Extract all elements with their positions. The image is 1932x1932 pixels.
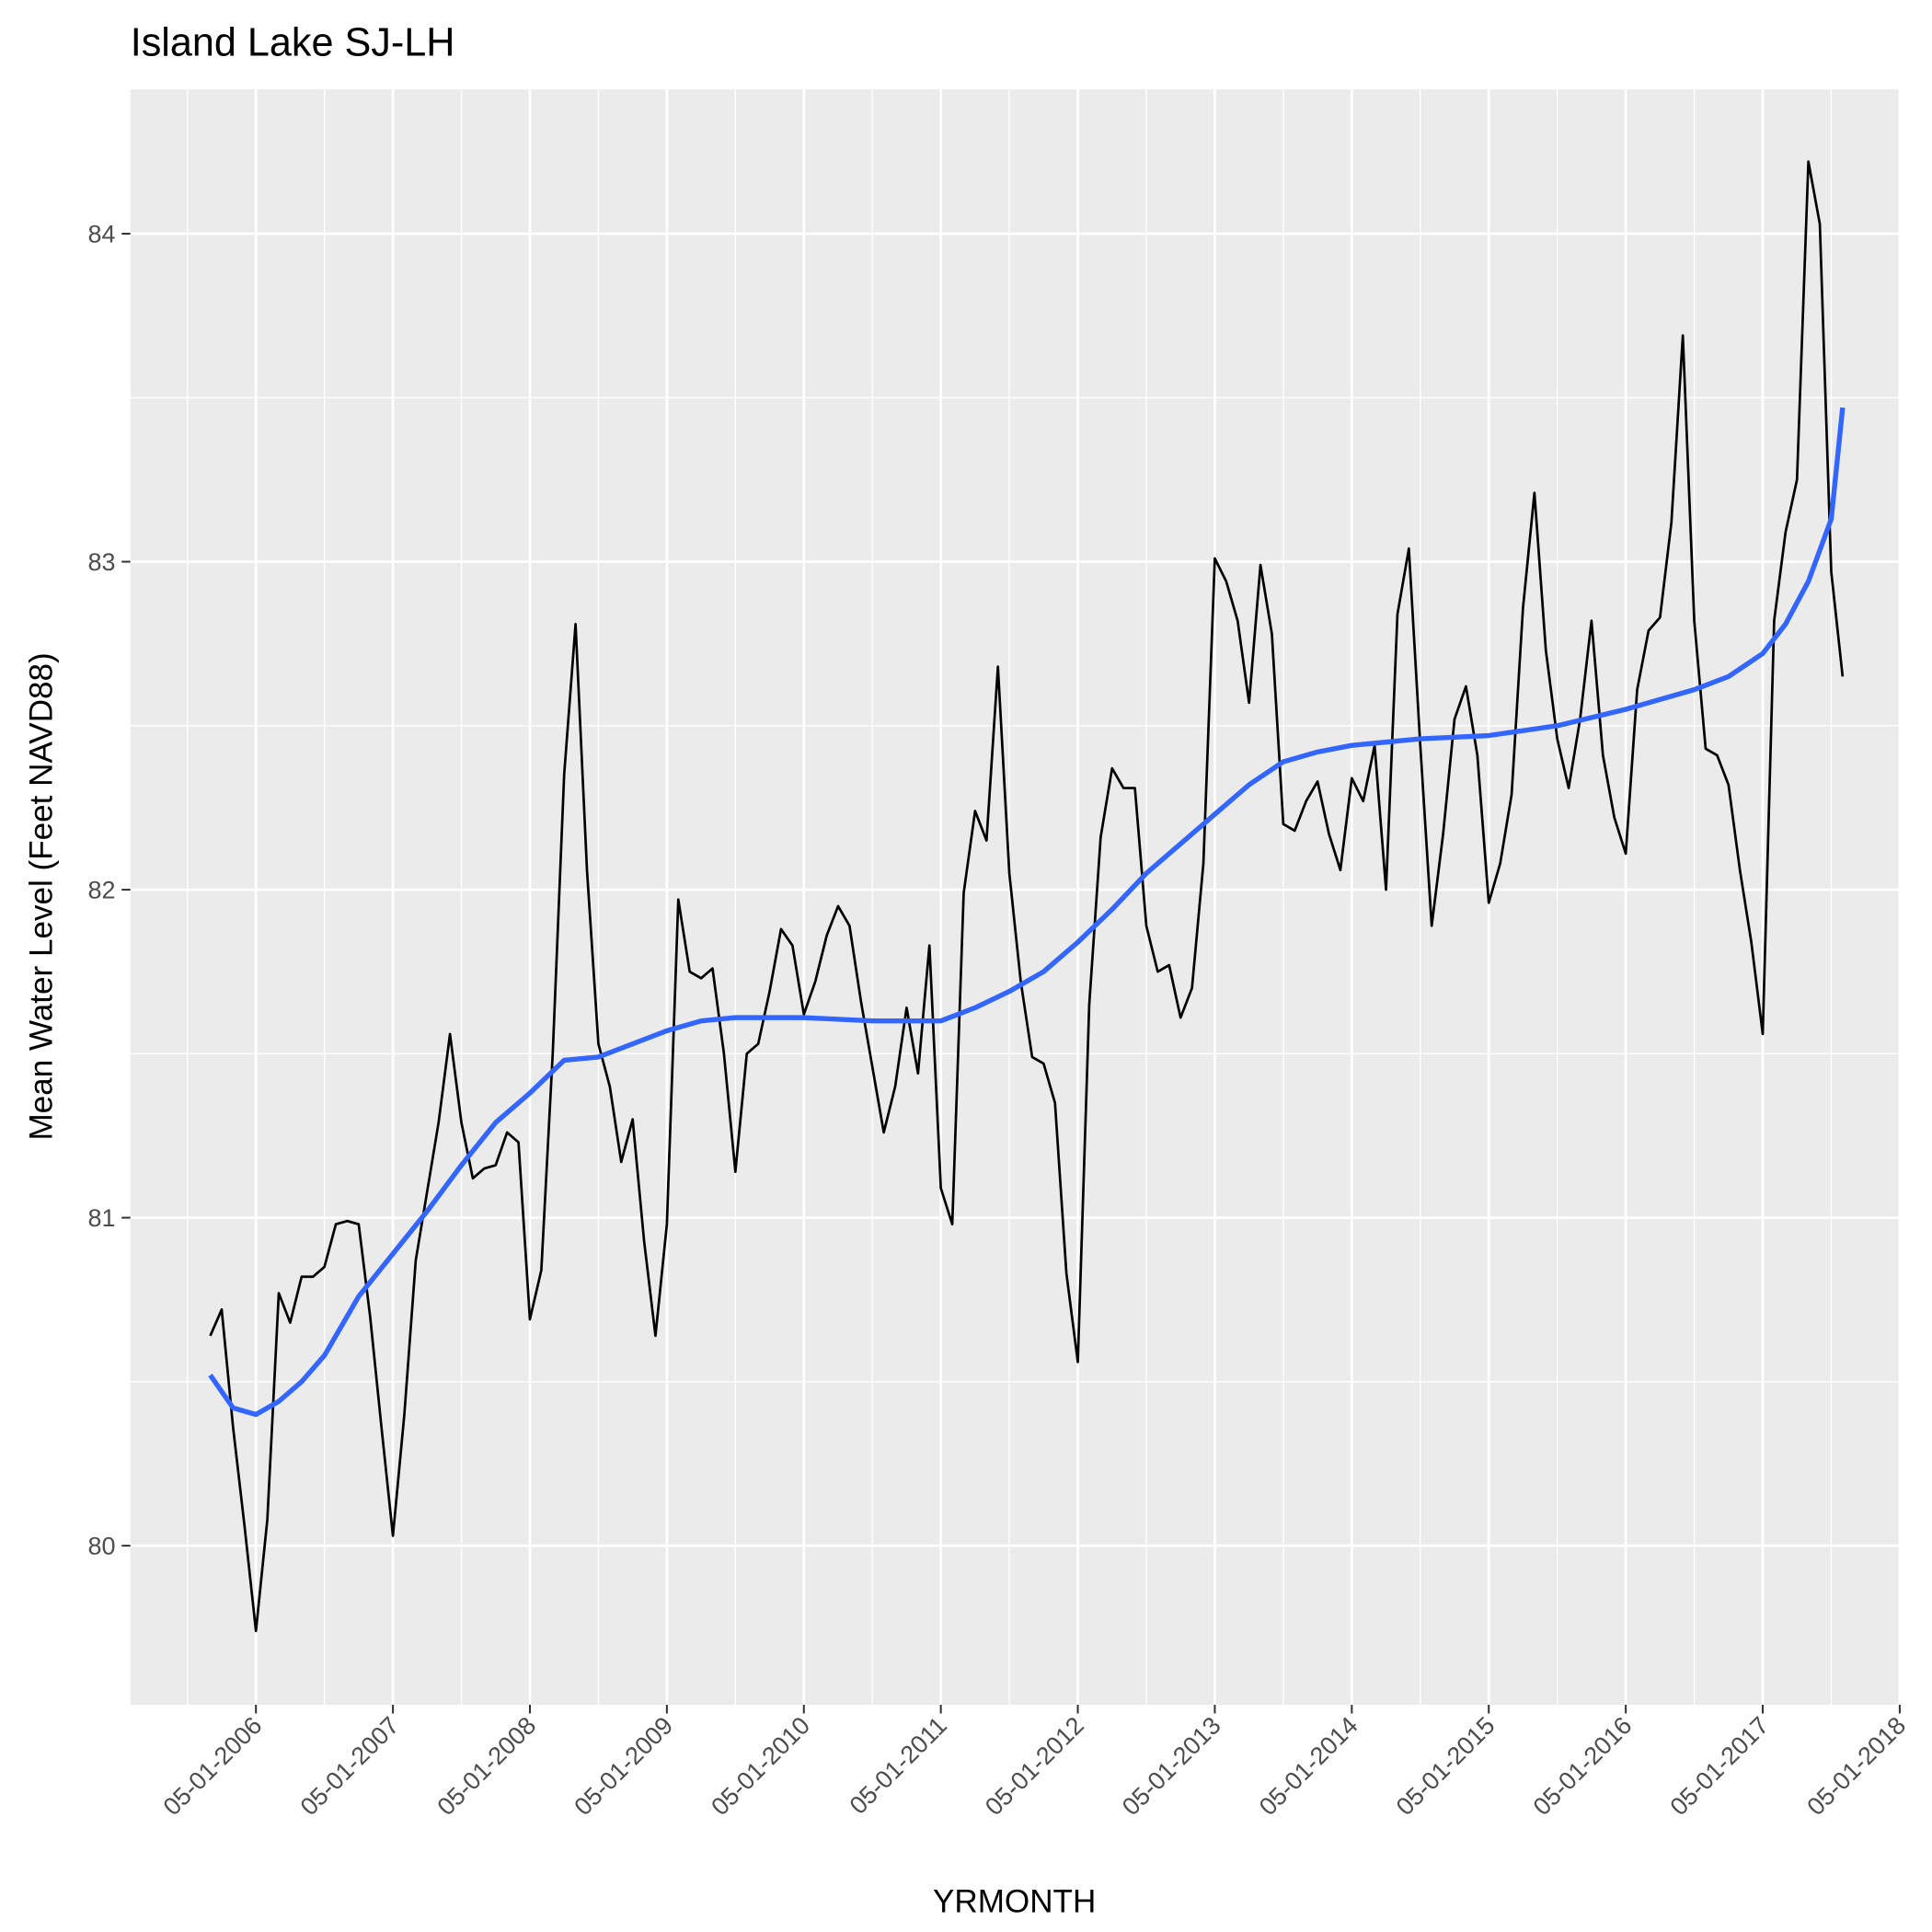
y-tick-label: 81 [87, 1204, 115, 1232]
data-line [209, 160, 1845, 1633]
y-tick-label: 82 [87, 877, 115, 904]
x-axis-label: YRMONTH [933, 1883, 1096, 1919]
y-tick-label: 84 [87, 220, 115, 247]
panel [130, 89, 1900, 1706]
data-line [208, 407, 1846, 1418]
y-axis-label: Mean Water Level (Feet NAVD88) [24, 652, 60, 1140]
y-tick-label: 80 [87, 1533, 115, 1560]
y-tick-label: 83 [87, 548, 115, 576]
chart-title: Island Lake SJ-LH [131, 21, 455, 65]
